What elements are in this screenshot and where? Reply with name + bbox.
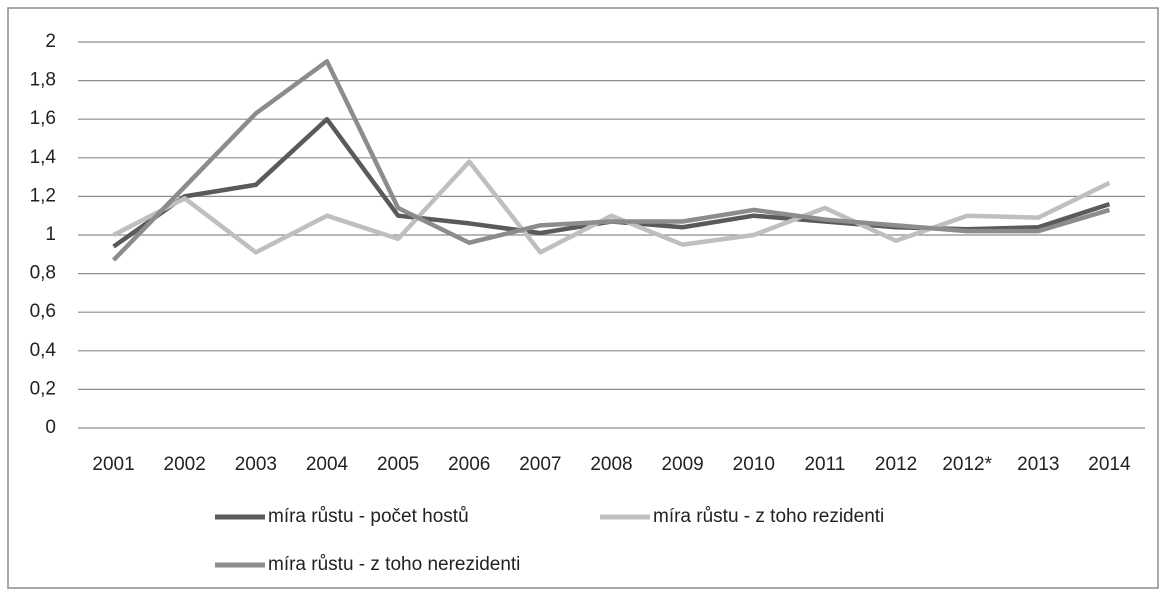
chart-frame <box>7 7 1159 589</box>
legend-label: míra růstu - z toho nerezidenti <box>268 554 520 575</box>
x-tick-label: 2002 <box>164 454 206 475</box>
y-tick-label: 0,6 <box>30 301 56 322</box>
x-tick-label: 2007 <box>519 454 561 475</box>
x-tick-label: 2008 <box>590 454 632 475</box>
series-line <box>112 159 1111 255</box>
y-tick-label: 1,4 <box>30 147 57 168</box>
series-line <box>112 116 1111 249</box>
x-tick-label: 2012 <box>875 454 917 475</box>
y-tick-label: 0,2 <box>30 378 56 399</box>
x-tick-label: 2014 <box>1088 454 1131 475</box>
y-tick-label: 1,2 <box>30 185 56 206</box>
x-tick-label: 2011 <box>804 454 845 475</box>
y-tick-label: 1,6 <box>30 108 56 129</box>
y-tick-label: 1 <box>45 224 56 245</box>
x-tick-label: 2009 <box>661 454 703 475</box>
y-tick-label: 2 <box>45 31 56 52</box>
x-tick-label: 2010 <box>733 454 775 475</box>
y-tick-label: 0 <box>45 417 56 438</box>
y-tick-label: 0,8 <box>30 263 56 284</box>
legend-label: míra růstu - počet hostů <box>268 506 469 527</box>
legend-label: míra růstu - z toho rezidenti <box>653 506 884 527</box>
x-tick-label: 2004 <box>306 454 349 475</box>
y-tick-label: 1,8 <box>30 70 56 91</box>
x-tick-label: 2003 <box>235 454 277 475</box>
series-line <box>111 59 1111 262</box>
x-tick-label: 2001 <box>92 454 134 475</box>
x-tick-label: 2013 <box>1017 454 1059 475</box>
x-tick-label: 2012* <box>942 454 992 475</box>
x-tick-label: 2005 <box>377 454 419 475</box>
x-tick-label: 2006 <box>448 454 490 475</box>
y-tick-label: 0,4 <box>30 340 57 361</box>
